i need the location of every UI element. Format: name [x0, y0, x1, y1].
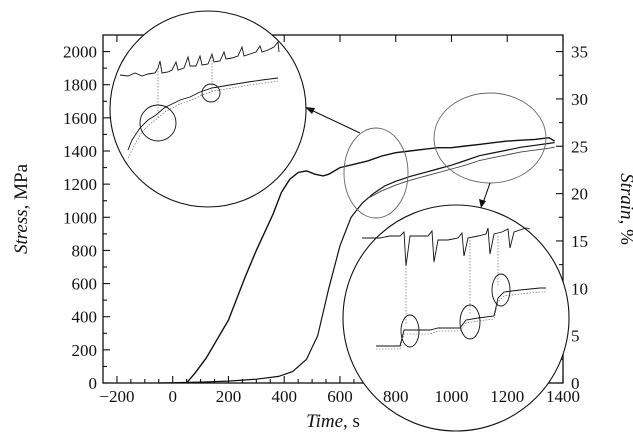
inset-magnification-2 — [342, 204, 570, 432]
inset-2-detail-ellipse-2 — [459, 304, 481, 340]
x-tick-label-5: 800 — [383, 387, 409, 406]
y-right-tick-label-5: 25 — [571, 137, 588, 156]
inset-2-strain-trace-2 — [376, 291, 546, 350]
y-right-tick-label-0: 0 — [571, 374, 580, 393]
x-tick-label-7: 1200 — [490, 387, 524, 406]
y-left-tick-label-4: 800 — [72, 241, 98, 260]
x-tick-label-3: 400 — [271, 387, 297, 406]
y-right-tick-label-4: 20 — [571, 185, 588, 204]
y-left-tick-label-9: 1800 — [63, 76, 97, 95]
y-left-tick-label-1: 200 — [72, 341, 98, 360]
y-right-tick-label-3: 15 — [571, 232, 588, 251]
y-right-axis-title: Strain, % — [616, 173, 633, 245]
inset-circle-2 — [342, 204, 570, 432]
axis-labels: −200 0 200 400 600 800 1000 1200 140002004006008… — [11, 43, 633, 432]
inset-2-strain-trace-1 — [376, 287, 546, 347]
inset-1-strain-trace-1 — [127, 77, 279, 151]
inset-magnification-1 — [109, 10, 307, 208]
y-left-tick-label-3: 600 — [72, 275, 98, 294]
y-left-tick-label-10: 2000 — [63, 43, 97, 62]
arrow-head-2 — [479, 199, 486, 208]
x-tick-label-6: 1000 — [434, 387, 468, 406]
series-line-1 — [158, 141, 555, 384]
inset-2-stress-trace — [362, 227, 531, 267]
arrow-to-inset-1 — [308, 108, 361, 134]
y-left-tick-label-2: 400 — [72, 308, 98, 327]
y-right-tick-label-2: 10 — [571, 279, 588, 298]
series-line-2 — [367, 146, 555, 199]
series-line-0 — [186, 136, 555, 384]
y-left-tick-label-6: 1200 — [63, 175, 97, 194]
y-left-tick-label-8: 1600 — [63, 109, 97, 128]
plot-frame — [102, 34, 564, 384]
y-left-tick-label-7: 1400 — [63, 142, 97, 161]
y-left-tick-label-5: 1000 — [63, 208, 97, 227]
y-right-tick-label-7: 35 — [571, 43, 588, 62]
arrow-head-1 — [305, 107, 315, 114]
inset-2-detail-ellipse-1 — [400, 314, 420, 348]
highlight-ellipse-1 — [343, 127, 409, 219]
inset-1-strain-trace-2 — [127, 80, 279, 159]
x-tick-label-1: 0 — [168, 387, 177, 406]
x-tick-label-4: 600 — [327, 387, 353, 406]
x-axis-title: Time, s — [306, 411, 360, 432]
arrow-to-inset-2 — [482, 182, 491, 204]
y-right-tick-label-1: 5 — [571, 327, 580, 346]
inset-circle-1 — [109, 10, 307, 208]
y-left-axis-title: Stress, MPa — [11, 163, 32, 254]
x-tick-label-0: −200 — [99, 387, 134, 406]
data-marks — [158, 136, 555, 384]
x-tick-label-8: 1400 — [546, 387, 580, 406]
y-left-tick-label-0: 0 — [89, 374, 98, 393]
callout-arrows — [305, 107, 491, 208]
inset-1-detail-circle-1 — [139, 104, 177, 142]
y-right-tick-label-6: 30 — [571, 90, 588, 109]
inset-2-detail-ellipse-3 — [491, 273, 511, 307]
inset-1-detail-circle-2 — [201, 83, 221, 103]
x-tick-label-2: 200 — [216, 387, 242, 406]
